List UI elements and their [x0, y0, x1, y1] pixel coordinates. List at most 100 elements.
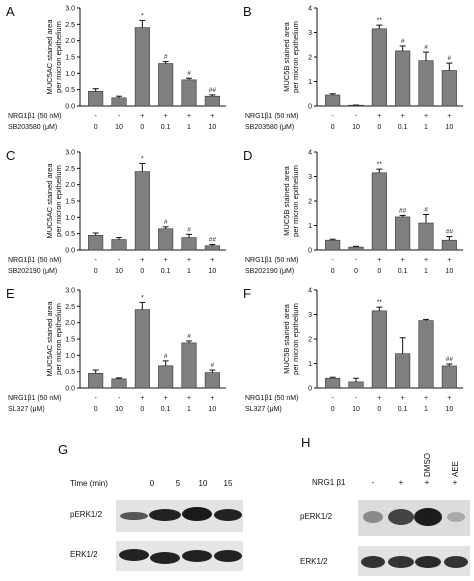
bar — [395, 353, 411, 389]
blot-h-treatment-dmso: DMSO — [423, 453, 432, 477]
y-axis-label-line: per micron epithelium — [54, 21, 63, 93]
bar — [134, 27, 150, 107]
y-axis-label-line: per micron epithelium — [291, 21, 300, 93]
condition-value: 1 — [424, 124, 428, 131]
blot-panel-g: G Time (min) 0 5 10 15 pERK1/2 ERK1/2 — [58, 442, 243, 571]
condition-label: NRG1β1 (50 nM) — [245, 113, 298, 120]
condition-value: + — [187, 257, 191, 264]
bar — [204, 95, 220, 107]
condition-value: + — [164, 395, 168, 402]
condition-value: 10 — [445, 268, 453, 275]
significance-marker: # — [424, 206, 428, 213]
condition-value: 0.1 — [398, 406, 408, 413]
blot-h-lane-2: + — [399, 478, 404, 487]
panel-label-g: G — [58, 442, 68, 457]
condition-value: - — [118, 113, 121, 120]
bar — [325, 377, 341, 389]
bar-panel-c: C MUC5AC stained areaper micron epitheliu… — [6, 148, 226, 275]
y-tick-label: 1.5 — [65, 55, 75, 62]
bar — [88, 372, 104, 389]
blot-h-row-perk: pERK1/2 — [300, 512, 333, 521]
condition-value: 10 — [352, 124, 360, 131]
significance-marker: ## — [209, 236, 217, 243]
bar — [158, 63, 174, 107]
panel-label: A — [6, 4, 15, 19]
bar — [204, 372, 220, 389]
bar — [134, 171, 150, 251]
significance-marker: * — [141, 155, 144, 162]
bar-panel-b: B MUC5B stained areaper micron epithelium… — [243, 4, 463, 131]
condition-label: NRG1β1 (50 nM) — [245, 257, 298, 264]
y-axis-label: MUC5B stained areaper micron epithelium — [282, 165, 300, 237]
y-tick-label: 0 — [308, 248, 312, 255]
condition-label: SB202190 (μM) — [245, 268, 294, 275]
condition-value: + — [447, 257, 451, 264]
y-axis-label-line: per micron epithelium — [54, 303, 63, 375]
bar — [158, 365, 174, 389]
blot-h-row-erk: ERK1/2 — [300, 557, 328, 566]
bar — [441, 70, 457, 107]
condition-value: 10 — [208, 268, 216, 275]
bar — [371, 310, 387, 389]
blot-h-band — [447, 512, 465, 522]
condition-value: - — [355, 395, 358, 402]
bar — [181, 79, 197, 107]
y-axis-label-line: MUC5B stained area — [282, 165, 291, 235]
condition-value: 0.1 — [161, 406, 171, 413]
bar — [158, 228, 174, 251]
blot-h-band — [444, 556, 468, 568]
blot-g-lane-1: 0 — [150, 479, 155, 488]
y-tick-label: 1 — [308, 223, 312, 230]
blot-g-band — [149, 509, 181, 521]
significance-marker: ## — [446, 356, 454, 363]
y-axis-label-line: per micron epithelium — [291, 165, 300, 237]
y-tick-label: 2 — [308, 337, 312, 344]
significance-marker: ** — [377, 17, 383, 24]
significance-marker: # — [187, 70, 191, 77]
y-tick-label: 1 — [308, 361, 312, 368]
blot-g-lane-2: 5 — [176, 479, 181, 488]
y-tick-label: 1 — [308, 79, 312, 86]
y-tick-label: 2.5 — [65, 22, 75, 29]
condition-value: 1 — [424, 406, 428, 413]
bar — [441, 365, 457, 389]
condition-value: 1 — [187, 268, 191, 275]
bar — [111, 239, 127, 251]
condition-label: SB203580 (μM) — [245, 124, 294, 131]
blot-panel-h: H NRG1 β1 - + + + DMSO AEE pERK1/2 ERK1/… — [300, 435, 470, 576]
condition-label: SL327 (μM) — [245, 406, 282, 413]
y-tick-label: 1.5 — [65, 199, 75, 206]
condition-label: SB202190 (μM) — [8, 268, 57, 275]
condition-value: 0 — [377, 124, 381, 131]
bar — [111, 378, 127, 389]
condition-value: + — [164, 113, 168, 120]
condition-value: 1 — [187, 124, 191, 131]
condition-value: 1 — [424, 268, 428, 275]
y-tick-label: 1.5 — [65, 337, 75, 344]
y-tick-label: 3.0 — [65, 150, 75, 157]
condition-value: - — [355, 113, 358, 120]
bar — [325, 94, 341, 107]
blot-g-row-erk: ERK1/2 — [70, 550, 98, 559]
y-tick-label: 2.0 — [65, 320, 75, 327]
condition-value: 0.1 — [161, 124, 171, 131]
condition-label: NRG1β1 (50 nM) — [8, 395, 61, 402]
bar — [395, 216, 411, 251]
blot-g-band — [214, 550, 242, 562]
panel-label: F — [243, 286, 251, 301]
condition-value: + — [377, 395, 381, 402]
condition-value: 0 — [94, 406, 98, 413]
condition-value: + — [187, 395, 191, 402]
condition-value: + — [210, 395, 214, 402]
condition-value: + — [210, 257, 214, 264]
bar — [181, 342, 197, 389]
panel-label: D — [243, 148, 252, 163]
panel-label: C — [6, 148, 15, 163]
condition-label: NRG1β1 (50 nM) — [8, 257, 61, 264]
significance-marker: # — [164, 353, 168, 360]
blot-g-band — [119, 549, 149, 561]
bar — [371, 172, 387, 251]
significance-marker: ** — [377, 299, 383, 306]
condition-value: 10 — [115, 268, 123, 275]
